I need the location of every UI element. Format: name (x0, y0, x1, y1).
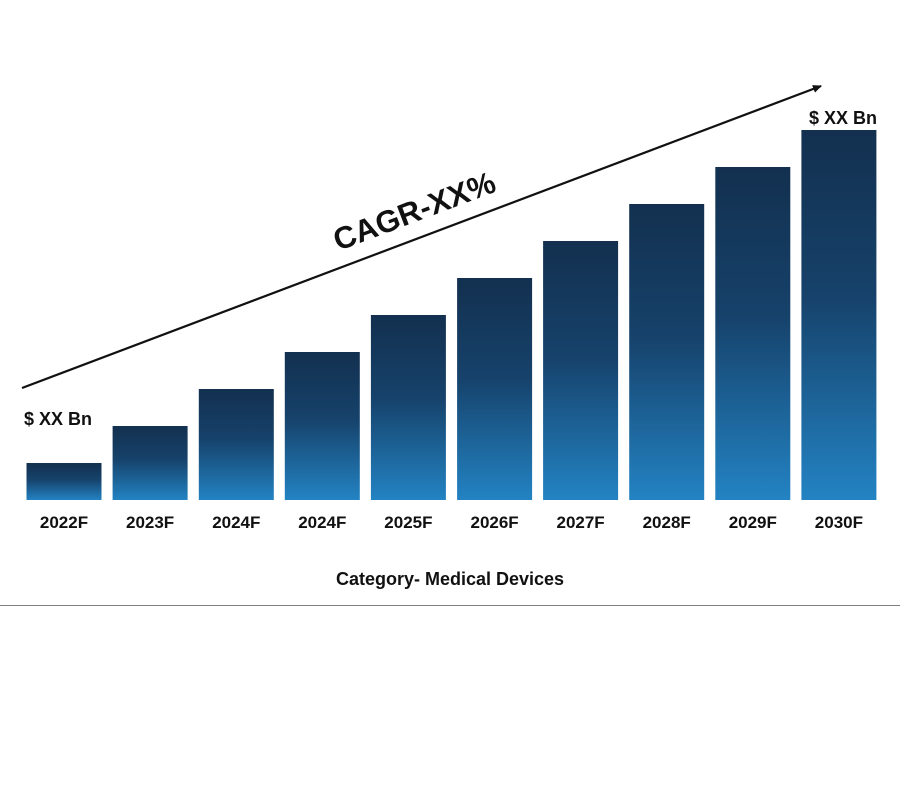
x-tick-label: 2024F (298, 513, 346, 532)
bar-2023f-1 (112, 426, 188, 500)
x-tick-label: 2025F (384, 513, 432, 532)
bar-2028f-7 (629, 204, 705, 500)
x-tick-label: 2026F (470, 513, 518, 532)
bars (26, 130, 877, 500)
x-axis-ticks: 2022F 2023F 2024F 2024F 2025F 2026F 2027F 2028F… (40, 513, 863, 532)
category-label: Category- Medical Devices (336, 569, 564, 589)
growth-arrow (21, 84, 822, 390)
bar-2025f-4 (370, 315, 446, 500)
x-tick-label: 2027F (556, 513, 604, 532)
x-tick-label: 2028F (643, 513, 691, 532)
end-value-label: $ XX Bn (809, 108, 877, 128)
start-value-label: $ XX Bn (24, 409, 92, 429)
bar-2026f-5 (457, 278, 533, 500)
bar-2029f-8 (715, 167, 791, 500)
bar-2024f-2 (198, 389, 274, 500)
bar-2030f-9 (801, 130, 877, 500)
cagr-label: CAGR-XX% (328, 165, 500, 258)
x-tick-label: 2023F (126, 513, 174, 532)
bar-2027f-6 (543, 241, 619, 500)
x-tick-label: 2029F (729, 513, 777, 532)
x-tick-label: 2030F (815, 513, 863, 532)
x-tick-label: 2024F (212, 513, 260, 532)
bar-2022f-0 (26, 463, 102, 500)
x-tick-label: 2022F (40, 513, 88, 532)
bar-2024f-3 (284, 352, 360, 500)
